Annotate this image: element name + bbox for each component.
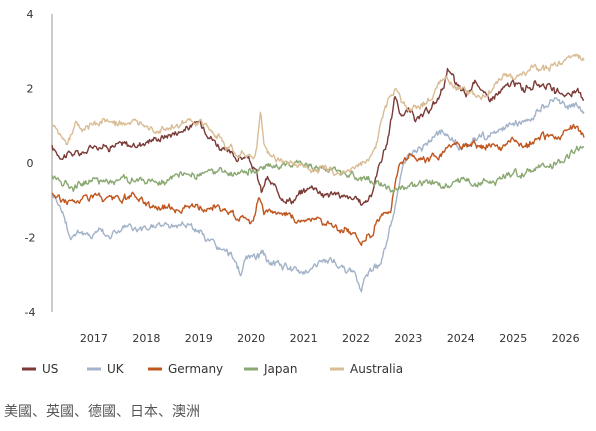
y-tick-label: -2 [25,232,36,245]
x-tick-label: 2025 [499,332,527,345]
legend-label: US [42,362,58,376]
legend-label: UK [107,362,125,376]
x-tick-label: 2021 [290,332,318,345]
series-line-uk [51,97,585,293]
y-tick-label: 4 [27,8,34,21]
series-line-japan [51,145,585,194]
x-tick-label: 2024 [447,332,475,345]
legend-label: Australia [350,362,403,376]
series-line-australia [51,53,585,176]
legend: US UK Germany Japan Australia [22,362,403,376]
x-tick-label: 2017 [80,332,108,345]
y-tick-label: 0 [27,157,34,170]
footnote: 美國、英國、德國、日本、澳洲 [4,403,200,420]
y-tick-label: -4 [25,306,36,319]
x-tick-label: 2018 [132,332,160,345]
legend-label: Germany [168,362,223,376]
legend-label: Japan [263,362,297,376]
series-line-germany [51,123,585,246]
series-lines [51,53,585,293]
x-tick-label: 2022 [342,332,370,345]
x-tick-label: 2026 [552,332,580,345]
series-line-us [51,67,584,206]
axes: 4 2 0 -2 -4 2017 2018 2019 2020 2021 2022 2023 2024 2… [25,8,580,345]
x-tick-label: 2023 [394,332,422,345]
x-tick-label: 2020 [237,332,265,345]
y-tick-label: 2 [27,83,34,96]
x-tick-label: 2019 [185,332,213,345]
